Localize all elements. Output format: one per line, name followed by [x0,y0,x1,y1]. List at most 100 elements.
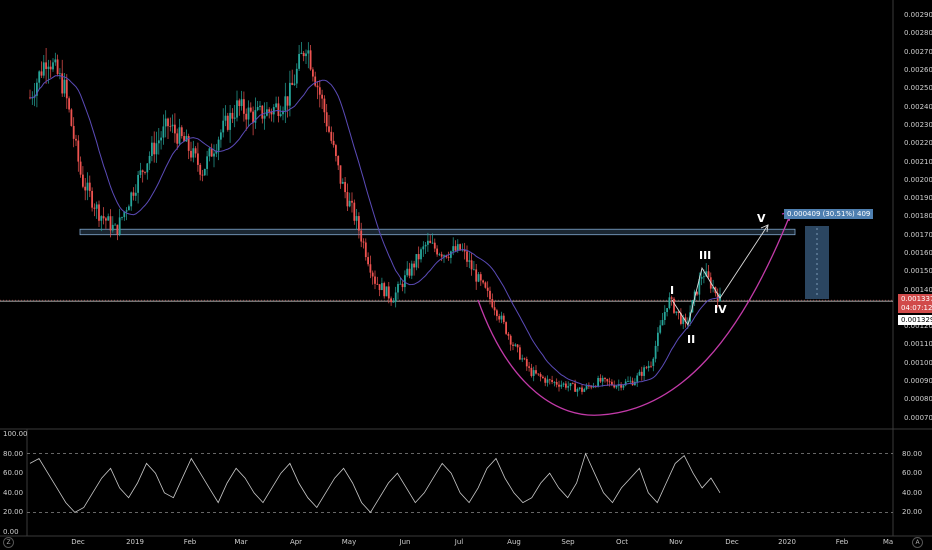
candle-body [519,347,521,360]
candle-body [473,269,475,271]
candle-body [399,283,402,285]
candle-body [696,291,698,295]
candle-body [72,125,75,139]
candle-body [243,99,245,114]
candle-body [86,182,89,191]
rsi-left-tick: 100.00 [3,430,28,438]
candle-body [134,192,137,196]
a-auto-icon[interactable]: A [912,537,923,548]
candle-body [272,107,275,115]
candle-body [201,174,204,176]
candle-body [530,367,533,376]
candle-body [417,254,420,260]
candle-body [581,387,583,392]
x-tick-label: 2020 [778,538,796,546]
candle-body [174,124,176,134]
candle-body [369,264,372,273]
candle-body [378,284,381,291]
candle-body [291,82,294,85]
wave-label: V [757,212,766,225]
candle-body [59,73,61,75]
candle-body [640,371,643,376]
candle-body [153,142,156,155]
candle-body [588,385,590,387]
candle-body [259,105,261,107]
candle-body [155,143,158,155]
candle-body [325,112,328,127]
candle-body [604,377,606,379]
candle-body [500,315,503,320]
candle-body [479,274,482,281]
candle-body [328,126,330,132]
candle-body [206,156,208,169]
wave-projection [671,224,769,327]
candle-body [79,161,82,175]
candle-body [468,260,471,262]
candle-body [716,293,719,302]
candle-body [613,384,616,388]
candle-body [116,224,119,235]
candle-body [703,276,705,278]
candle-body [654,345,657,359]
candle-body [482,280,484,283]
candle-body [456,244,459,251]
candle-body [224,115,227,121]
candle-body [371,272,374,277]
candle-body [231,112,234,119]
x-tick-label: Feb [835,538,849,546]
candle-body [321,94,323,99]
candle-body [233,117,236,119]
candle-body [93,207,96,209]
candle-body [597,377,599,387]
candle-body [686,321,689,323]
candle-body [537,373,540,375]
candle-body [215,150,218,154]
candle-body [489,290,491,300]
candle-body [194,148,197,154]
candle-body [252,111,254,123]
candle-body [436,248,438,255]
candle-body [185,136,188,142]
candle-body [427,240,429,245]
candle-body [636,375,639,382]
candle-body [282,110,284,115]
candle-body [187,136,190,151]
countdown-tag: 04:07:12 [898,303,932,313]
candle-body [261,105,264,119]
candle-body [167,118,169,127]
candle-body [268,109,271,112]
second-price-tag: 0.001329 [898,315,932,325]
rsi-right-tick: 60.00 [902,469,923,478]
candle-body [624,381,627,386]
candle-body [208,148,211,157]
wave-label: IV [714,303,727,316]
candle-body [445,255,448,258]
candle-body [84,186,87,191]
candle-body [548,379,551,381]
candle-body [454,246,457,251]
candle-body [590,386,593,388]
candle-body [682,317,685,324]
candle-body [318,87,321,95]
candle-body [203,168,206,176]
candle-body [606,378,609,382]
x-tick-label: Dec [725,538,739,546]
candle-body [335,145,337,156]
candle-body [535,370,537,374]
candle-body [521,358,524,360]
candle-body [532,370,535,376]
candle-body [236,100,238,118]
candle-body [240,99,243,107]
candle-body [431,242,434,244]
rsi-left-tick: 40.00 [3,488,24,497]
z-logo-icon[interactable]: Z [3,537,14,548]
